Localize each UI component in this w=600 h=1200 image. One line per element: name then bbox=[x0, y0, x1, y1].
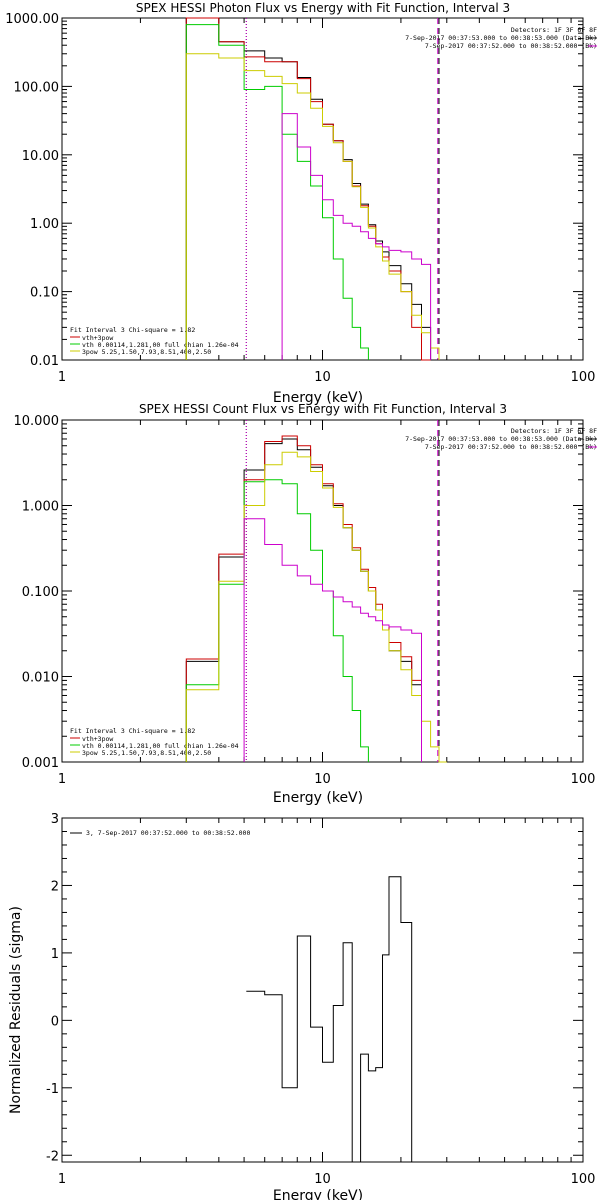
panel2-xlabel: Energy (keV) bbox=[273, 790, 363, 806]
y-tick-label: 0.010 bbox=[22, 671, 59, 686]
series-bk bbox=[243, 518, 422, 762]
panel2-header-line-1: 7-Sep-2017 00:37:53.000 to 00:38:53.000 … bbox=[405, 435, 597, 443]
panel1-header-line-2: 7-Sep-2017 00:37:52.000 to 00:38:52.000 … bbox=[425, 42, 597, 50]
y-tick-label: 2 bbox=[51, 879, 59, 894]
panel1-legend-line-3: 3pow 5.25,1.50,7.93,8.51,400,2.50 bbox=[82, 348, 211, 356]
x-tick-label: 100 bbox=[571, 1172, 596, 1187]
x-tick-label: 1 bbox=[58, 370, 66, 385]
y-tick-label: 1.00 bbox=[30, 217, 59, 232]
y-tick-label: 10.000 bbox=[14, 414, 60, 429]
panel2-legend-line-3: 3pow 5.25,1.50,7.93,8.51,400,2.50 bbox=[82, 749, 211, 757]
x-tick-label: 10 bbox=[314, 1172, 331, 1187]
panel1-header-line-0: Detectors: 1F 3F 6F 8F bbox=[511, 26, 597, 34]
x-tick-label: 1 bbox=[58, 772, 66, 787]
panel3-legend-line-0: 3, 7-Sep-2017 00:37:52.000 to 00:38:52.0… bbox=[86, 829, 250, 837]
y-tick-label: 0.10 bbox=[30, 286, 59, 301]
x-tick-label: 1 bbox=[58, 1172, 66, 1187]
panel2-title: SPEX HESSI Count Flux vs Energy with Fit… bbox=[139, 402, 507, 416]
x-tick-label: 10 bbox=[314, 370, 331, 385]
panel2-legend-line-0: Fit Interval 3 Chi-square = 1.82 bbox=[70, 727, 195, 735]
panel1-xlabel: Energy (keV) bbox=[273, 390, 363, 406]
series-3pow bbox=[185, 53, 440, 360]
y-tick-label: 1 bbox=[51, 947, 59, 962]
x-tick-label: 100 bbox=[571, 370, 596, 385]
panel1-title: SPEX HESSI Photon Flux vs Energy with Fi… bbox=[136, 1, 510, 15]
y-tick-label: 3 bbox=[51, 812, 59, 827]
count-flux-panel: SPEX HESSI Count Flux vs Energy with Fit… bbox=[14, 402, 598, 806]
series-bk bbox=[281, 113, 432, 360]
panel2-legend-line-1: vth+3pow bbox=[82, 735, 113, 743]
series-vth bbox=[185, 479, 369, 762]
panel1-legend-line-0: Fit Interval 3 Chi-square = 1.82 bbox=[70, 326, 195, 334]
plot-frame bbox=[61, 817, 584, 1163]
count-flux-plot: 1 10 100 0.001 0.010 0.100 1.000 10.000 bbox=[14, 414, 597, 787]
y-tick-label: 100.00 bbox=[14, 80, 60, 95]
panel1-header-line-1: 7-Sep-2017 00:37:53.000 to 00:38:53.000 … bbox=[405, 34, 597, 42]
panel2-legend-line-2: vth 0.00114,1.281,00 full chian 1.26e-04 bbox=[82, 742, 239, 750]
x-tick-label: 10 bbox=[314, 772, 331, 787]
series-3 bbox=[246, 876, 422, 1163]
y-tick-label: 0.100 bbox=[22, 585, 59, 600]
y-tick-label: 1000.00 bbox=[5, 12, 59, 27]
y-tick-label: 0.01 bbox=[30, 354, 59, 369]
series-vth bbox=[185, 24, 369, 360]
series-3pow bbox=[185, 451, 447, 763]
series-data-bk bbox=[185, 438, 422, 762]
panel1-legend-line-2: vth 0.00114,1.281,00 full chian 1.26e-04 bbox=[82, 341, 239, 349]
y-tick-label: -1 bbox=[46, 1082, 59, 1097]
y-tick-label: 10.00 bbox=[22, 149, 59, 164]
y-tick-label: 1.000 bbox=[22, 500, 59, 515]
photon-flux-panel: SPEX HESSI Photon Flux vs Energy with Fi… bbox=[5, 1, 597, 406]
series-data-bk bbox=[185, 17, 439, 361]
series-vth-3pow bbox=[185, 435, 422, 762]
series-vth-3pow bbox=[185, 17, 431, 361]
y-tick-label: 0.001 bbox=[22, 756, 59, 771]
residuals-panel: Energy (keV) Normalized Residuals (sigma… bbox=[8, 812, 595, 1200]
y-tick-label: 0 bbox=[51, 1014, 59, 1029]
panel2-header-line-0: Detectors: 1F 3F 6F 8F bbox=[511, 427, 597, 435]
panel3-ylabel: Normalized Residuals (sigma) bbox=[8, 906, 24, 1114]
residuals-plot: 1 10 100 -2 -1 0 1 2 3 bbox=[46, 812, 595, 1187]
x-tick-label: 100 bbox=[571, 772, 596, 787]
panel1-legend-line-1: vth+3pow bbox=[82, 334, 113, 342]
photon-flux-plot: 1 10 100 0.01 0.10 1.00 10.00 100.00 1000.00 bbox=[5, 12, 597, 385]
panel3-xlabel: Energy (keV) bbox=[273, 1188, 363, 1200]
y-tick-label: -2 bbox=[46, 1149, 59, 1164]
panel2-header-line-2: 7-Sep-2017 00:37:52.000 to 00:38:52.000 … bbox=[425, 443, 597, 451]
